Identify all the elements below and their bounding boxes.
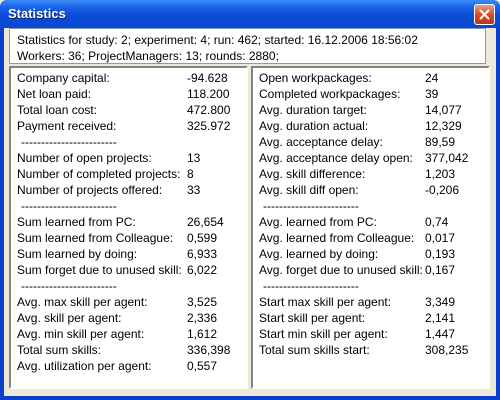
separator-line: ------------------------ bbox=[21, 135, 117, 149]
stat-label: Avg. learned from Colleague: bbox=[259, 231, 415, 245]
stat-label: Avg. max skill per agent: bbox=[17, 295, 148, 309]
separator-line: ------------------------ bbox=[263, 199, 359, 213]
stat-label: Avg. acceptance delay: bbox=[259, 135, 383, 149]
stat-value: -94.628 bbox=[187, 71, 228, 85]
close-button[interactable] bbox=[474, 4, 495, 25]
separator-line: ------------------------ bbox=[21, 199, 117, 213]
stat-value: 24 bbox=[425, 71, 439, 85]
stat-value: 1,612 bbox=[187, 327, 218, 341]
header-line-study: Statistics for study: 2; experiment: 4; … bbox=[17, 33, 418, 47]
stat-label: Start skill per agent: bbox=[259, 311, 366, 325]
stat-label: Sum learned from PC: bbox=[17, 215, 136, 229]
stat-label: Sum learned by doing: bbox=[17, 247, 138, 261]
stat-value: -0,206 bbox=[425, 183, 460, 197]
stat-label: Avg. learned by doing: bbox=[259, 247, 379, 261]
stat-value: 336,398 bbox=[187, 343, 231, 357]
stat-value: 0,557 bbox=[187, 359, 218, 373]
stat-value: 8 bbox=[187, 167, 194, 181]
stat-value: 0,167 bbox=[425, 263, 456, 277]
stat-value: 39 bbox=[425, 87, 439, 101]
stat-value: 12,329 bbox=[425, 119, 462, 133]
stat-label: Completed workpackages: bbox=[259, 87, 401, 101]
stat-value: 0,017 bbox=[425, 231, 456, 245]
stat-label: Total sum skills: bbox=[17, 343, 102, 357]
stat-value: 377,042 bbox=[425, 151, 469, 165]
stat-label: Avg. acceptance delay open: bbox=[259, 151, 413, 165]
stat-label: Number of completed projects: bbox=[17, 167, 181, 181]
stat-value: 0,193 bbox=[425, 247, 456, 261]
stat-value: 13 bbox=[187, 151, 201, 165]
stat-value: 14,077 bbox=[425, 103, 462, 117]
stat-label: Avg. skill per agent: bbox=[17, 311, 122, 325]
window-client-area: Statistics for study: 2; experiment: 4; … bbox=[4, 28, 496, 396]
stat-value: 2,141 bbox=[425, 311, 456, 325]
stat-value: 33 bbox=[187, 183, 201, 197]
stat-label: Start max skill per agent: bbox=[259, 295, 392, 309]
title-bar[interactable]: Statistics bbox=[0, 0, 500, 28]
separator-line: ------------------------ bbox=[21, 279, 117, 293]
statistics-header: Statistics for study: 2; experiment: 4; … bbox=[9, 28, 486, 64]
stat-value: 118.200 bbox=[187, 87, 230, 101]
stat-label: Sum learned from Colleague: bbox=[17, 231, 174, 245]
stat-value: 26,654 bbox=[187, 215, 224, 229]
close-icon bbox=[479, 9, 490, 20]
stat-label: Avg. duration actual: bbox=[259, 119, 369, 133]
stat-value: 0,599 bbox=[187, 231, 218, 245]
stat-value: 89,59 bbox=[425, 135, 456, 149]
stat-label: Net loan paid: bbox=[17, 87, 92, 101]
stat-label: Company capital: bbox=[17, 71, 110, 85]
stat-value: 3,525 bbox=[187, 295, 218, 309]
stat-value: 0,74 bbox=[425, 215, 449, 229]
stat-label: Start min skill per agent: bbox=[259, 327, 388, 341]
stat-label: Avg. skill diff open: bbox=[259, 183, 359, 197]
stat-value: 1,447 bbox=[425, 327, 456, 341]
stat-value: 6,933 bbox=[187, 247, 218, 261]
stat-value: 6,022 bbox=[187, 263, 218, 277]
stat-label: Avg. min skill per agent: bbox=[17, 327, 145, 341]
stat-label: Open workpackages: bbox=[259, 71, 372, 85]
stat-value: 3,349 bbox=[425, 295, 456, 309]
stat-label: Avg. utilization per agent: bbox=[17, 359, 152, 373]
right-statistics-panel: Open workpackages: 24 Completed workpacka… bbox=[251, 66, 490, 389]
stat-label: Total loan cost: bbox=[17, 103, 98, 117]
stat-value: 1,203 bbox=[425, 167, 456, 181]
stat-value: 308,235 bbox=[425, 343, 469, 357]
stat-label: Avg. skill difference: bbox=[259, 167, 366, 181]
stat-value: 2,336 bbox=[187, 311, 218, 325]
stat-label: Sum forget due to unused skill: bbox=[17, 263, 182, 277]
stat-value: 325.972 bbox=[187, 119, 231, 133]
window-title: Statistics bbox=[8, 6, 66, 21]
stat-label: Number of open projects: bbox=[17, 151, 152, 165]
stat-label: Avg. forget due to unused skill: bbox=[259, 263, 423, 277]
stat-value: 472.800 bbox=[187, 103, 231, 117]
stat-label: Avg. learned from PC: bbox=[259, 215, 377, 229]
separator-line: ------------------------ bbox=[263, 279, 359, 293]
stat-label: Payment received: bbox=[17, 119, 117, 133]
stat-label: Total sum skills start: bbox=[259, 343, 370, 357]
stat-label: Avg. duration target: bbox=[259, 103, 367, 117]
stat-label: Number of projects offered: bbox=[17, 183, 163, 197]
left-statistics-panel: Company capital: -94.628 Net loan paid: 11… bbox=[9, 66, 248, 389]
header-line-counts: Workers: 36; ProjectManagers: 13; rounds… bbox=[17, 49, 279, 63]
